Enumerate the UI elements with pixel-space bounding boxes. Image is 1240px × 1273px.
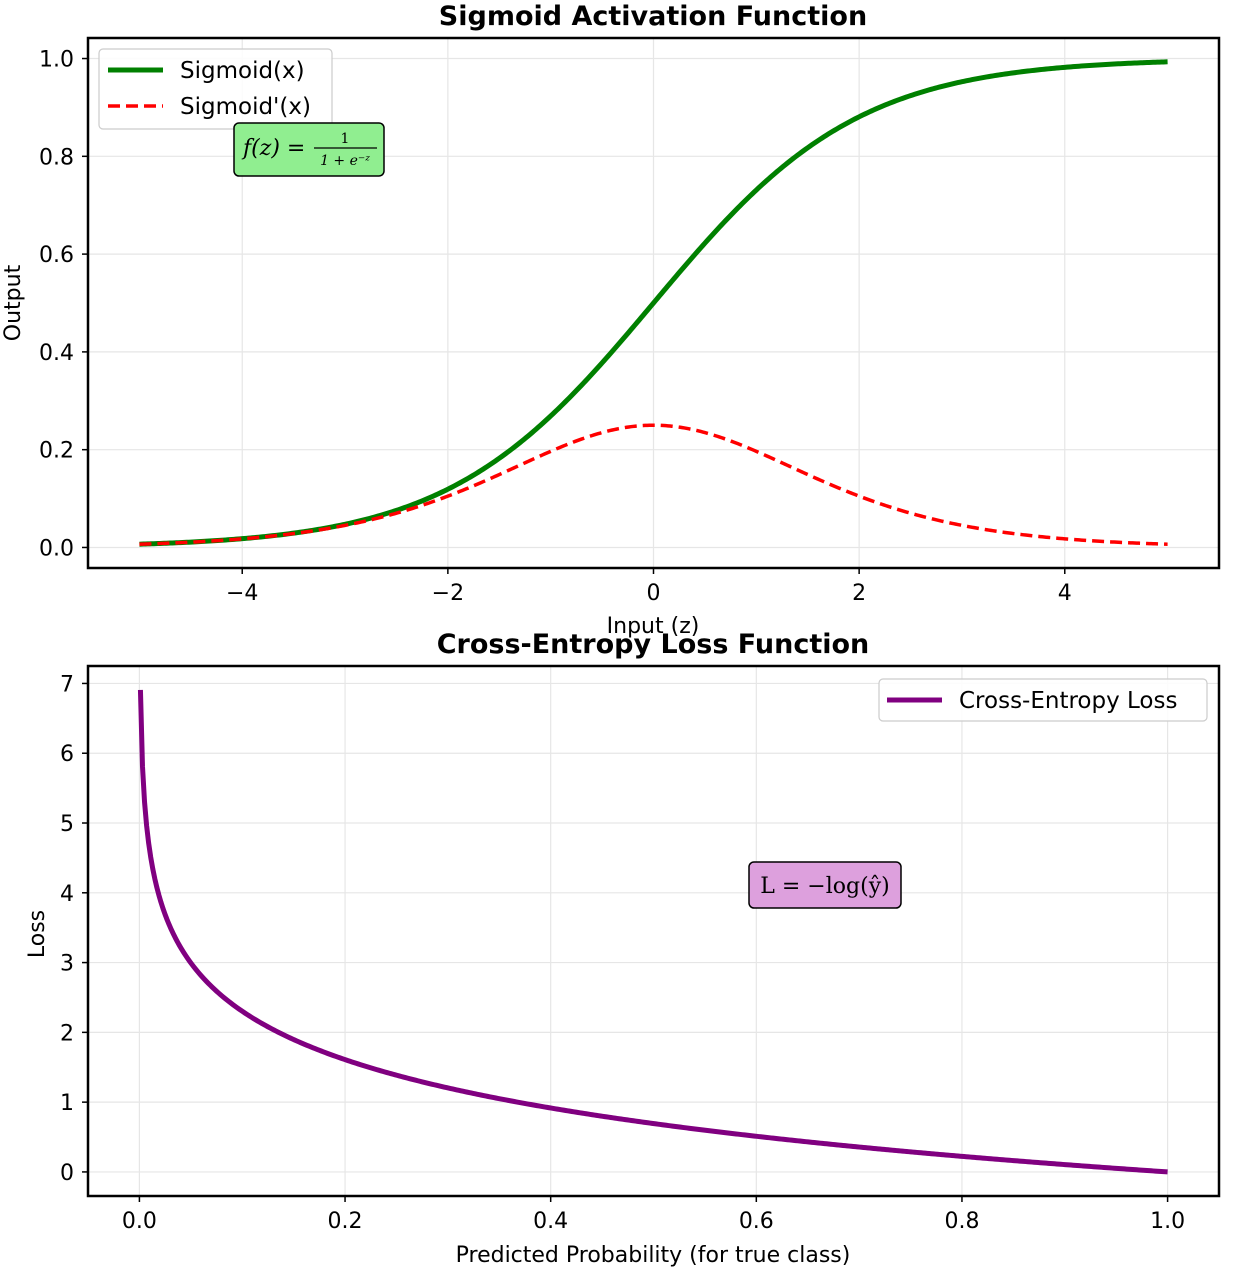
sigmoid-x-tick-label: −4 bbox=[226, 581, 258, 606]
cross-entropy-axes-frame bbox=[86, 664, 1221, 1198]
sigmoid-y-ticks: 0.0 0.2 0.4 0.6 0.8 1.0 bbox=[39, 48, 88, 561]
sigmoid-formula-box bbox=[233, 122, 385, 177]
sigmoid-y-tick-label: 0.0 bbox=[39, 536, 74, 561]
sigmoid-lines bbox=[138, 59, 1169, 547]
cross-entropy-y-tick-label: 7 bbox=[60, 672, 74, 697]
cross-entropy-y-tick-label: 6 bbox=[60, 742, 74, 767]
sigmoid-chart-title: Sigmoid Activation Function bbox=[439, 1, 867, 32]
sigmoid-x-tick-label: −2 bbox=[432, 581, 464, 606]
sigmoid-y-tick-label: 0.6 bbox=[39, 243, 74, 268]
sigmoid-legend: Sigmoid(x) Sigmoid'(x) bbox=[98, 48, 333, 130]
cross-entropy-x-axis-label: Predicted Probability (for true class) bbox=[456, 1243, 851, 1268]
sigmoid-x-axis-label: Input (z) bbox=[607, 614, 700, 639]
sigmoid-y-axis-label: Output bbox=[1, 264, 26, 341]
sigmoid-y-tick-label: 0.4 bbox=[39, 341, 74, 366]
sigmoid-x-tick-label: 0 bbox=[647, 581, 661, 606]
cross-entropy-y-tick-label: 3 bbox=[60, 952, 74, 977]
sigmoid-formula-lhs: f(z) = bbox=[241, 136, 305, 161]
sigmoid-formula-annotation: f(z) = 1 1 + e⁻ᶻ bbox=[233, 122, 385, 177]
cross-entropy-y-axis-label: Loss bbox=[25, 910, 50, 958]
cross-entropy-formula-text: L = −log(ŷ) bbox=[760, 874, 889, 899]
cross-entropy-legend: Cross-Entropy Loss bbox=[878, 678, 1208, 722]
cross-entropy-y-tick-label: 0 bbox=[60, 1161, 74, 1186]
cross-entropy-y-tick-label: 2 bbox=[60, 1021, 74, 1046]
sigmoid-y-tick-label: 0.8 bbox=[39, 145, 74, 170]
sigmoid-y-tick-label: 1.0 bbox=[39, 48, 74, 73]
cross-entropy-chart-title: Cross-Entropy Loss Function bbox=[437, 629, 870, 660]
cross-entropy-formula-box bbox=[748, 861, 902, 909]
cross-entropy-x-tick-label: 0.0 bbox=[122, 1209, 157, 1234]
cross-entropy-x-tick-label: 0.6 bbox=[739, 1209, 774, 1234]
sigmoid-panel: −4 −2 0 2 4 0.0 0.2 0.4 0.6 0.8 1.0 Sigmoid Activ… bbox=[1, 1, 1221, 639]
sigmoid-series-line-1 bbox=[139, 423, 1168, 546]
sigmoid-x-tick-label: 4 bbox=[1058, 581, 1072, 606]
cross-entropy-y-ticks: 0 1 2 3 4 5 6 7 bbox=[60, 672, 88, 1186]
cross-entropy-series-line-0 bbox=[137, 689, 1169, 1175]
sigmoid-formula-numerator: 1 bbox=[341, 131, 350, 147]
sigmoid-x-tick-label: 2 bbox=[852, 581, 866, 606]
cross-entropy-panel: 0.0 0.2 0.4 0.6 0.8 1.0 0 1 2 3 4 5 6 7 Cross-Entrop… bbox=[25, 629, 1221, 1268]
cross-entropy-x-tick-label: 0.2 bbox=[328, 1209, 363, 1234]
cross-entropy-lines bbox=[137, 689, 1169, 1175]
cross-entropy-x-tick-label: 1.0 bbox=[1150, 1209, 1185, 1234]
cross-entropy-x-tick-label: 0.4 bbox=[533, 1209, 568, 1234]
cross-entropy-legend-box bbox=[878, 678, 1208, 722]
cross-entropy-x-ticks: 0.0 0.2 0.4 0.6 0.8 1.0 bbox=[122, 1196, 1185, 1234]
cross-entropy-y-tick-label: 4 bbox=[60, 882, 74, 907]
cross-entropy-legend-label-0: Cross-Entropy Loss bbox=[959, 688, 1177, 714]
cross-entropy-grid bbox=[88, 666, 1219, 1196]
cross-entropy-y-tick-label: 5 bbox=[60, 812, 74, 837]
sigmoid-legend-label-0: Sigmoid(x) bbox=[180, 58, 305, 84]
cross-entropy-y-tick-label: 1 bbox=[60, 1091, 74, 1116]
sigmoid-x-ticks: −4 −2 0 2 4 bbox=[226, 568, 1072, 606]
cross-entropy-x-tick-label: 0.8 bbox=[944, 1209, 979, 1234]
sigmoid-y-tick-label: 0.2 bbox=[39, 439, 74, 464]
sigmoid-legend-label-1: Sigmoid'(x) bbox=[180, 94, 311, 120]
sigmoid-formula-denominator: 1 + e⁻ᶻ bbox=[320, 153, 370, 169]
cross-entropy-formula-annotation: L = −log(ŷ) bbox=[748, 861, 902, 909]
